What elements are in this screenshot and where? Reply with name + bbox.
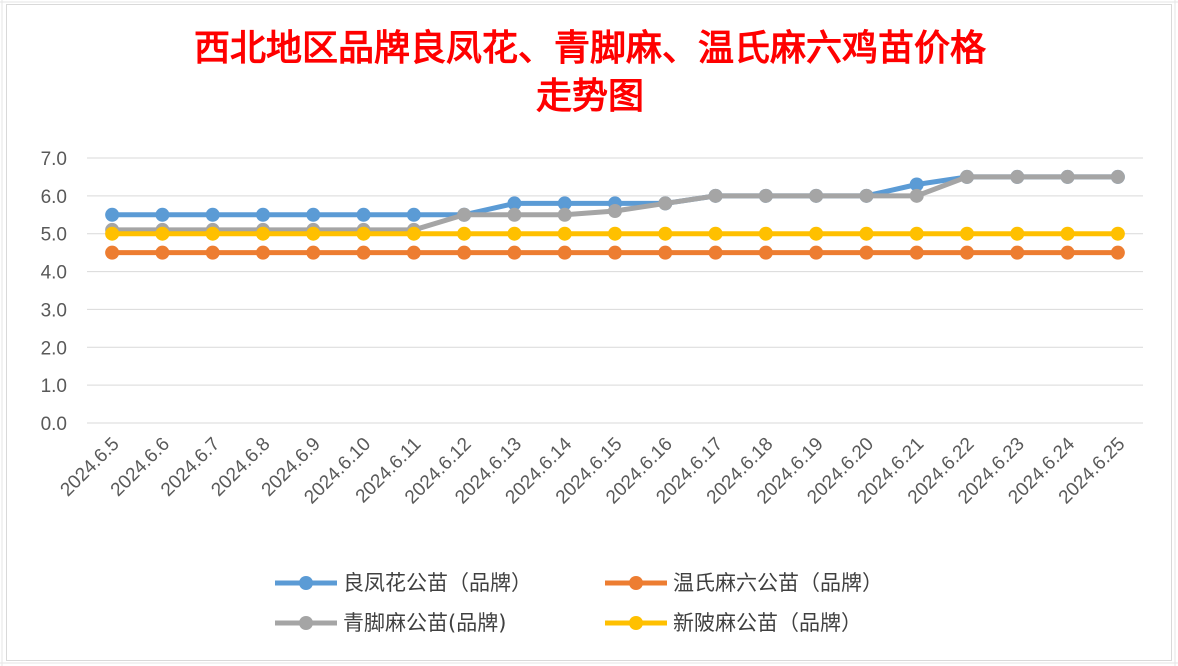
data-point	[457, 245, 472, 260]
data-point	[507, 245, 522, 260]
data-point	[1010, 169, 1025, 184]
legend-item: 良凤花公苗（品牌）	[275, 571, 532, 595]
legend-marker	[629, 576, 643, 590]
data-point	[155, 207, 170, 222]
data-point	[859, 245, 874, 260]
y-tick-label: 3.0	[41, 300, 67, 321]
y-tick-label: 6.0	[41, 187, 67, 208]
data-point	[256, 245, 270, 260]
y-tick-label: 7.0	[41, 149, 67, 170]
data-point	[1060, 226, 1075, 241]
data-point	[155, 245, 170, 260]
data-point	[557, 226, 572, 241]
data-point	[658, 196, 673, 211]
legend-label: 新陂麻公苗（品牌）	[673, 611, 862, 635]
data-point	[356, 245, 371, 260]
data-point	[758, 226, 773, 241]
legend-marker	[629, 616, 643, 630]
legend-item: 青脚麻公苗(品牌)	[275, 611, 506, 635]
data-point	[406, 207, 421, 222]
x-axis-ticks: 2024.6.52024.6.62024.6.72024.6.82024.6.9…	[57, 433, 1130, 508]
data-point	[708, 226, 723, 241]
data-point	[406, 226, 421, 241]
chart-title-line: 西北地区品牌良凤花、青脚麻、温氏麻六鸡苗价格	[194, 27, 987, 69]
y-tick-label: 0.0	[41, 414, 67, 435]
data-point	[1110, 245, 1125, 260]
data-point	[205, 207, 220, 222]
series	[105, 226, 1125, 241]
data-point	[708, 245, 723, 260]
data-point	[256, 226, 270, 241]
data-point	[155, 226, 170, 241]
y-tick-label: 2.0	[41, 338, 67, 359]
series-lines	[105, 169, 1125, 260]
chart-area[interactable]: 西北地区品牌良凤花、青脚麻、温氏麻六鸡苗价格 走势图 0.0 1.0 2.0 3.0 4.…	[6, 4, 1172, 661]
data-point	[306, 207, 321, 222]
data-point	[809, 245, 824, 260]
legend-marker	[299, 576, 313, 590]
data-point	[557, 207, 572, 222]
data-point	[356, 226, 371, 241]
data-point	[608, 226, 622, 241]
data-point	[205, 226, 220, 241]
data-point	[1110, 226, 1125, 241]
data-point	[809, 226, 824, 241]
data-point	[306, 245, 321, 260]
data-point	[809, 188, 824, 203]
data-point	[859, 188, 874, 203]
data-point	[457, 207, 472, 222]
data-point	[909, 226, 924, 241]
data-point	[507, 226, 522, 241]
data-point	[205, 245, 220, 260]
data-point	[1010, 226, 1025, 241]
data-point	[658, 245, 673, 260]
legend-item: 温氏麻六公苗（品牌）	[605, 571, 883, 595]
y-axis-ticks: 0.0 1.0 2.0 3.0 4.0 5.0 6.0 7.0	[41, 149, 67, 435]
data-point	[758, 245, 773, 260]
data-point	[105, 226, 120, 241]
data-point	[557, 245, 572, 260]
data-point	[658, 226, 673, 241]
data-point	[507, 207, 522, 222]
data-point	[507, 196, 522, 211]
data-point	[1010, 245, 1025, 260]
data-point	[909, 177, 924, 192]
chart-title-line: 走势图	[536, 75, 644, 117]
data-point	[960, 226, 974, 241]
data-point	[909, 188, 924, 203]
y-tick-label: 5.0	[41, 225, 67, 246]
data-point	[1060, 245, 1075, 260]
data-point	[457, 226, 472, 241]
data-point	[1060, 169, 1075, 184]
data-point	[256, 207, 270, 222]
data-point	[356, 207, 371, 222]
data-point	[708, 188, 723, 203]
legend-label: 温氏麻六公苗（品牌）	[673, 571, 883, 595]
legend-label: 青脚麻公苗(品牌)	[343, 611, 506, 635]
data-point	[557, 196, 572, 211]
legend-item: 新陂麻公苗（品牌）	[605, 611, 862, 635]
y-tick-label: 1.0	[41, 376, 67, 397]
data-point	[960, 169, 974, 184]
legend-marker	[299, 616, 313, 630]
data-point	[1110, 169, 1125, 184]
y-tick-label: 4.0	[41, 263, 67, 284]
legend: 良凤花公苗（品牌） 温氏麻六公苗（品牌） 青脚麻公苗(品牌) 新陂麻公苗（品牌）	[275, 571, 883, 635]
data-point	[608, 245, 622, 260]
series	[105, 245, 1125, 260]
data-point	[306, 226, 321, 241]
data-point	[960, 245, 974, 260]
data-point	[105, 207, 120, 222]
data-point	[909, 245, 924, 260]
legend-label: 良凤花公苗（品牌）	[343, 571, 532, 595]
data-point	[406, 245, 421, 260]
data-point	[758, 188, 773, 203]
data-point	[859, 226, 874, 241]
data-point	[105, 245, 120, 260]
data-point	[608, 204, 622, 218]
